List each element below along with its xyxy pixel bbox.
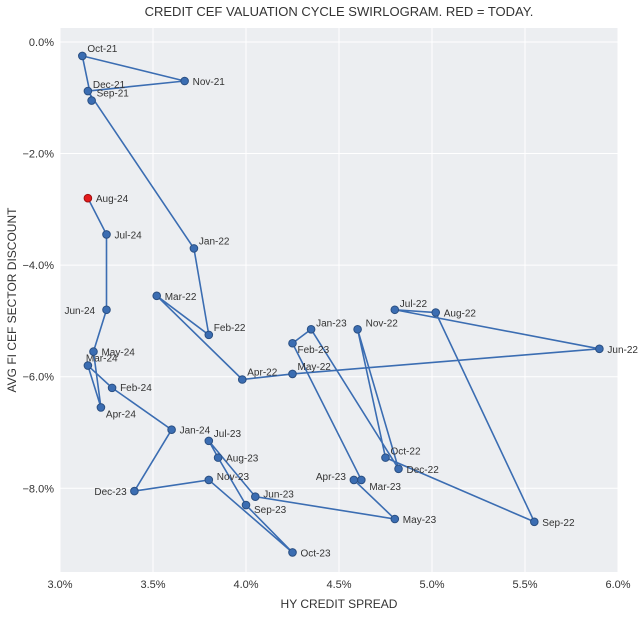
data-point — [214, 454, 222, 462]
data-point — [103, 306, 111, 314]
point-label: Oct-22 — [391, 447, 421, 458]
data-point — [289, 549, 297, 557]
data-point — [205, 437, 213, 445]
data-point — [88, 97, 96, 105]
data-point — [190, 245, 198, 253]
point-label: Sep-22 — [542, 518, 575, 529]
x-tick-label: 3.5% — [140, 579, 165, 591]
point-label: May-24 — [101, 348, 135, 359]
point-label: Jul-24 — [115, 230, 143, 241]
data-point — [90, 348, 98, 356]
point-label: Nov-23 — [217, 472, 250, 483]
point-label: Mar-23 — [369, 482, 401, 493]
x-tick-label: 4.0% — [233, 579, 258, 591]
point-label: May-23 — [403, 515, 437, 526]
point-label: Jun-23 — [263, 490, 294, 501]
point-label: Aug-24 — [96, 194, 129, 205]
chart-title: CREDIT CEF VALUATION CYCLE SWIRLOGRAM. R… — [145, 4, 534, 19]
data-point — [307, 325, 315, 333]
x-tick-label: 5.5% — [512, 579, 537, 591]
point-label: Oct-21 — [87, 44, 117, 55]
data-point — [289, 339, 297, 347]
data-point — [395, 465, 403, 473]
data-point — [391, 515, 399, 523]
data-point — [531, 518, 539, 526]
x-tick-label: 5.0% — [419, 579, 444, 591]
data-point — [181, 77, 189, 85]
data-point — [103, 231, 111, 239]
data-point — [97, 404, 105, 412]
y-tick-label: −4.0% — [23, 260, 55, 272]
point-label: Dec-21 — [93, 80, 126, 91]
x-tick-label: 4.5% — [326, 579, 351, 591]
point-label: Feb-22 — [214, 323, 246, 334]
data-point — [168, 426, 176, 434]
data-point — [84, 87, 92, 95]
point-label: Nov-22 — [366, 318, 399, 329]
point-label: Sep-23 — [254, 505, 287, 516]
point-label: Oct-23 — [301, 548, 331, 559]
data-point — [205, 476, 213, 484]
data-point — [252, 493, 260, 501]
point-label: Nov-21 — [193, 77, 226, 88]
data-point — [382, 454, 390, 462]
point-label: Dec-23 — [94, 487, 127, 498]
data-point — [289, 370, 297, 378]
data-point — [596, 345, 604, 353]
point-label: Jan-22 — [199, 236, 230, 247]
data-point — [238, 376, 246, 384]
data-point — [350, 476, 358, 484]
data-point — [108, 384, 116, 392]
point-label: Apr-23 — [316, 472, 346, 483]
point-label: Jun-24 — [65, 306, 96, 317]
point-label: Apr-22 — [247, 368, 277, 379]
point-label: Aug-22 — [444, 309, 477, 320]
point-label: Aug-23 — [226, 454, 259, 465]
swirlogram-chart: 3.0% 3.5% 4.0% 4.5% 5.0% 5.5% 6.0% −8.0% −6.0% −4… — [0, 0, 640, 618]
data-point — [84, 194, 92, 202]
y-tick-label: −2.0% — [23, 149, 55, 161]
y-axis-label: AVG FI CEF SECTOR DISCOUNT — [5, 207, 19, 393]
point-label: May-22 — [298, 362, 332, 373]
point-label: Jul-23 — [214, 429, 242, 440]
data-point — [358, 476, 366, 484]
x-axis-label: HY CREDIT SPREAD — [281, 597, 398, 611]
point-label: Dec-22 — [407, 465, 440, 476]
data-point — [354, 325, 362, 333]
y-tick-label: 0.0% — [29, 37, 54, 49]
data-point — [205, 331, 213, 339]
x-tick-label: 6.0% — [605, 579, 630, 591]
point-label: Jun-22 — [607, 345, 638, 356]
y-tick-label: −8.0% — [23, 483, 55, 495]
data-point — [432, 309, 440, 317]
data-point — [79, 52, 87, 60]
data-point — [153, 292, 161, 300]
point-label: Jan-24 — [180, 426, 211, 437]
y-tick-label: −6.0% — [23, 372, 55, 384]
point-label: Apr-24 — [106, 409, 136, 420]
point-label: Jul-22 — [400, 299, 428, 310]
point-label: Feb-23 — [298, 345, 330, 356]
x-tick-label: 3.0% — [47, 579, 72, 591]
point-label: Feb-24 — [120, 383, 152, 394]
point-label: Jan-23 — [316, 318, 347, 329]
data-point — [131, 487, 139, 495]
data-point — [391, 306, 399, 314]
point-label: Mar-22 — [165, 292, 197, 303]
data-point — [242, 501, 250, 509]
